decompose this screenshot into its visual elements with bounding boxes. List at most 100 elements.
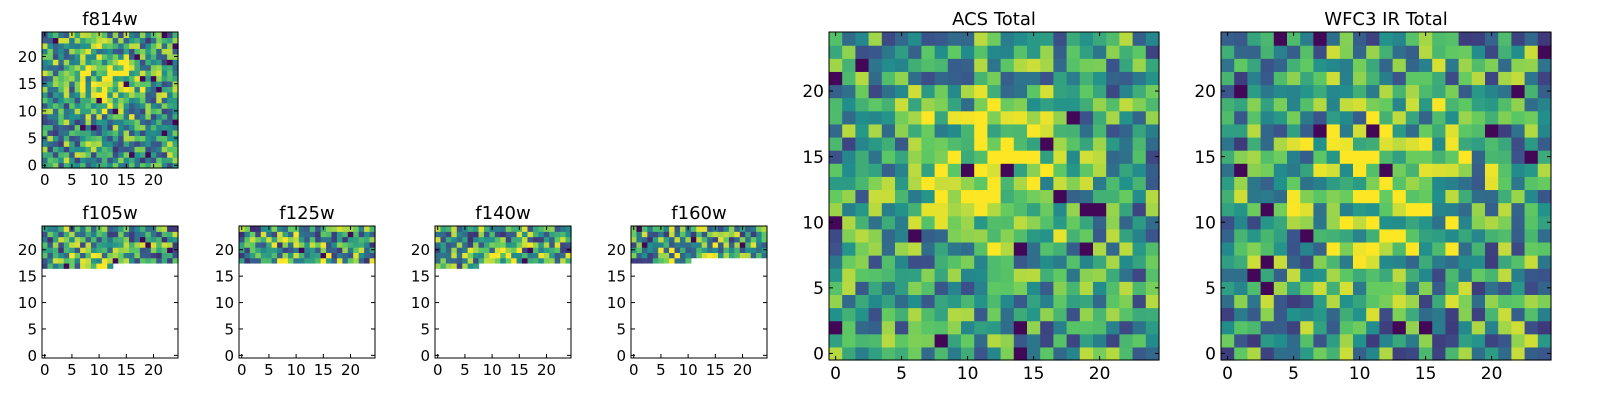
heatmap-cell	[1300, 32, 1314, 46]
heatmap-cell	[1145, 255, 1160, 269]
heatmap-cell	[1273, 294, 1288, 309]
heatmap-cell	[527, 231, 534, 238]
heatmap-cell	[69, 70, 76, 77]
heatmap-cell	[85, 146, 92, 153]
heatmap-cell	[842, 45, 856, 59]
heatmap-cell	[298, 257, 305, 264]
heatmap-cell	[145, 32, 152, 39]
heatmap-cell	[1445, 189, 1460, 204]
heatmap-cell	[42, 151, 49, 158]
heatmap-cell	[1445, 215, 1460, 230]
heatmap-cell	[445, 231, 452, 238]
heatmap-cell	[440, 257, 447, 264]
heatmap-cell	[1287, 71, 1301, 86]
heatmap-cell	[1053, 346, 1068, 361]
heatmap-cell	[134, 75, 141, 82]
heatmap-cell	[1313, 333, 1328, 348]
heatmap-cell	[90, 257, 97, 264]
heatmap-cell	[1000, 150, 1015, 164]
heatmap-cell	[1287, 215, 1301, 230]
heatmap-cell	[1458, 320, 1473, 335]
heatmap-cell	[842, 110, 856, 125]
heatmap-cell	[1000, 202, 1015, 217]
heatmap-cell	[1260, 32, 1275, 46]
heatmap-cell	[1221, 150, 1235, 164]
heatmap-cell	[1353, 123, 1367, 138]
heatmap-cell	[1353, 307, 1367, 322]
heatmap-cell	[1027, 97, 1041, 112]
heatmap-cell	[1419, 320, 1433, 335]
x-tick-label: 5	[264, 361, 274, 379]
heatmap-cell	[1221, 58, 1235, 72]
heatmap-cell	[1221, 333, 1235, 348]
panel-title: f160w	[671, 203, 726, 224]
heatmap-cell	[1458, 189, 1473, 204]
heatmap-cell	[42, 236, 49, 243]
heatmap-cell	[1405, 110, 1420, 125]
heatmap-cell	[1145, 189, 1160, 204]
heatmap-cell	[1000, 123, 1015, 138]
heatmap-cell	[156, 75, 163, 82]
heatmap-cell	[1287, 32, 1301, 46]
heatmap-cell	[1000, 45, 1015, 59]
heatmap-cell	[538, 231, 545, 238]
heatmap-cell	[309, 252, 316, 259]
heatmap-cell	[1537, 241, 1552, 256]
heatmap-cell	[1300, 84, 1314, 99]
heatmap-cell	[134, 252, 141, 259]
heatmap-cell	[150, 157, 157, 164]
heatmap-cell	[1132, 189, 1147, 204]
heatmap-cell	[1537, 228, 1552, 243]
heatmap-cell	[58, 151, 65, 158]
heatmap-cell	[1000, 268, 1015, 282]
heatmap-cell	[961, 58, 975, 72]
heatmap-cell	[1313, 268, 1328, 282]
heatmap-cell	[1537, 346, 1552, 361]
heatmap-cell	[500, 236, 507, 243]
heatmap-cell	[1079, 71, 1094, 86]
heatmap-cell	[156, 257, 163, 264]
heatmap-cell	[658, 241, 665, 248]
heatmap-cell	[167, 42, 174, 49]
panel-title: ACS Total	[952, 9, 1036, 30]
heatmap-cell	[1445, 150, 1460, 164]
heatmap-cell	[1419, 150, 1433, 164]
heatmap-cell	[112, 59, 119, 66]
heatmap-cell	[1040, 176, 1054, 191]
heatmap-cell	[129, 86, 136, 93]
heatmap-cell	[483, 247, 490, 253]
heatmap-cell	[156, 124, 163, 131]
heatmap-cell	[63, 70, 70, 77]
heatmap-cell	[1000, 228, 1015, 243]
heatmap-cell	[756, 231, 763, 238]
heatmap-cell	[129, 32, 136, 39]
heatmap-cell	[336, 231, 343, 238]
heatmap-cell	[1313, 163, 1328, 177]
heatmap-cell	[1066, 71, 1081, 86]
heatmap-cell	[134, 236, 141, 243]
heatmap-cell	[167, 64, 174, 71]
heatmap-cell	[156, 146, 163, 153]
heatmap-cell	[74, 146, 81, 153]
heatmap-cell	[342, 231, 349, 238]
heatmap-cell	[1458, 228, 1473, 243]
heatmap-cell	[895, 84, 909, 99]
heatmap-cell	[101, 80, 108, 87]
heatmap-cell	[266, 257, 273, 264]
heatmap-cell	[1339, 268, 1354, 282]
heatmap-cell	[1300, 163, 1314, 177]
heatmap-cell	[462, 236, 469, 243]
heatmap-cell	[947, 71, 962, 86]
heatmap-cell	[974, 163, 988, 177]
heatmap-cell	[456, 252, 463, 259]
heatmap-cell	[647, 236, 654, 243]
heatmap-cell	[456, 257, 463, 264]
heatmap-cell	[532, 257, 539, 264]
heatmap-cell	[1471, 228, 1486, 243]
heatmap-cell	[347, 257, 354, 264]
heatmap-cell	[1419, 123, 1433, 138]
heatmap-cell	[1300, 58, 1314, 72]
heatmap-cell	[1247, 32, 1262, 46]
heatmap-cell	[80, 162, 87, 169]
